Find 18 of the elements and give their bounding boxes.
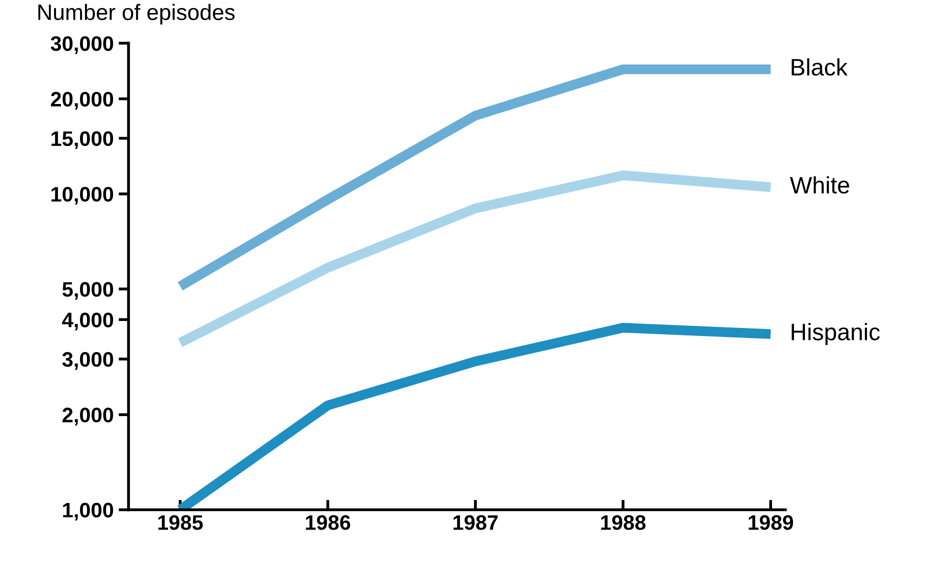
y-tick-label: 1,000: [63, 502, 114, 521]
y-axis-title: Number of episodes: [38, 4, 235, 25]
y-tick-label: 3,000: [62, 352, 114, 370]
y-tick-label: 20,000: [50, 92, 114, 110]
y-tick-label: 10,000: [52, 186, 114, 205]
series-label: Black: [792, 58, 848, 76]
y-tick-label: 5,000: [62, 282, 114, 300]
x-tick-label: 1989: [748, 515, 794, 530]
x-tick-label: 1988: [601, 515, 646, 530]
x-tick-label: 1987: [454, 515, 498, 530]
y-tick-label: 2,000: [62, 408, 114, 426]
x-tick-label: 1986: [306, 515, 350, 530]
y-tick-label: 15,000: [52, 131, 114, 150]
y-tick-label: 30,000: [50, 36, 114, 54]
series-label: Hispanic: [792, 323, 880, 346]
y-tick-label: 4,000: [62, 312, 114, 330]
series-label: White: [790, 176, 850, 194]
x-tick-label: 1985: [158, 515, 203, 530]
